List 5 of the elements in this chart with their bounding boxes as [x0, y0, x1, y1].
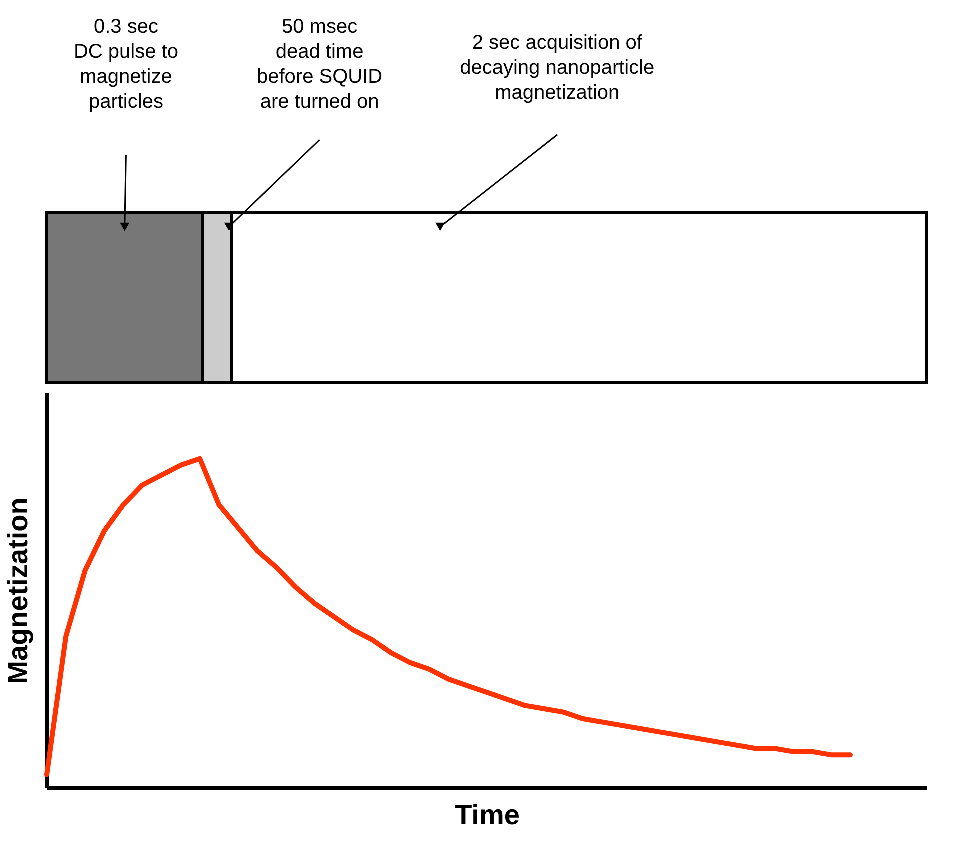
x-axis-title: Time [455, 800, 520, 830]
text: 2 sec acquisition of decaying nanoparticle magnetization [460, 32, 655, 104]
text: 0.3 sec DC pulse to magnetize particles [74, 16, 178, 113]
text: 50 msec dead time before SQUID are turned on [256, 16, 383, 113]
y-axis-title: Magnetization [2, 498, 34, 684]
